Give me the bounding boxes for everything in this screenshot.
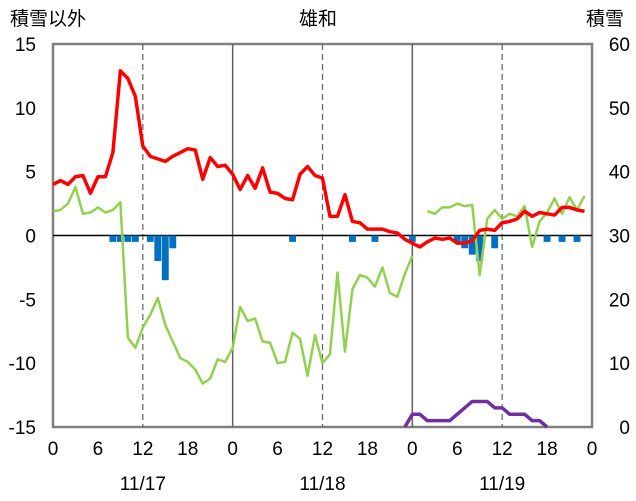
blue-bar-12: [453, 235, 461, 242]
xtick-label: 6: [452, 439, 463, 460]
grid-layer: [53, 44, 592, 427]
green-series-line-0: [52, 185, 414, 385]
blue-bar-19: [573, 235, 581, 242]
blue-bar-0: [109, 235, 117, 242]
right-ytick-label: 0: [619, 418, 630, 439]
left-ytick-label: -10: [9, 354, 36, 375]
left-ytick-label: 5: [25, 163, 36, 184]
xtick-label: 18: [177, 439, 198, 460]
blue-bar-9: [349, 235, 356, 242]
blue-bar-2: [124, 235, 132, 242]
left-ytick-label: 0: [25, 227, 36, 248]
blue-bar-6: [161, 235, 169, 281]
right-ytick-label: 20: [609, 290, 630, 311]
right-ytick-label: 60: [609, 35, 630, 56]
xtick-label: 12: [132, 439, 153, 460]
blue-bar-18: [558, 235, 566, 242]
xtick-label: 18: [357, 439, 378, 460]
blue-bar-4: [146, 235, 154, 242]
blue-bar-10: [371, 235, 379, 242]
xtick-label: 0: [407, 439, 418, 460]
right-ytick-label: 10: [609, 354, 630, 375]
blue-bar-15: [476, 235, 484, 262]
blue-bar-14: [468, 235, 476, 255]
left-ytick-label: 15: [15, 35, 36, 56]
date-label: 11/17: [120, 474, 166, 495]
blue-bar-5: [154, 235, 162, 262]
xtick-label: 12: [492, 439, 513, 460]
blue-bar-17: [543, 235, 551, 242]
blue-bar-3: [131, 235, 139, 242]
blue-bar-7: [169, 235, 177, 249]
left-ytick-label: 10: [15, 99, 36, 120]
xtick-label: 0: [587, 439, 598, 460]
lines-layer: [52, 69, 586, 429]
right-axis-label: 積雪: [586, 8, 624, 30]
right-ytick-label: 40: [609, 163, 630, 184]
red-series-line: [52, 69, 585, 249]
left-ytick-label: -15: [9, 418, 36, 439]
xtick-label: 6: [272, 439, 283, 460]
green-series-line-1: [426, 195, 586, 277]
right-ytick-label: 30: [609, 227, 630, 248]
left-ytick-label: -5: [19, 290, 36, 311]
date-label: 11/19: [479, 474, 525, 495]
xtick-label: 18: [537, 439, 558, 460]
blue-bar-11: [408, 235, 416, 242]
blue-bar-8: [289, 235, 296, 242]
xtick-label: 0: [48, 439, 59, 460]
date-label: 11/18: [299, 474, 345, 495]
right-ytick-label: 50: [609, 99, 630, 120]
xtick-label: 12: [312, 439, 333, 460]
blue-bar-1: [116, 235, 124, 242]
chart-title: 雄和: [299, 8, 337, 30]
xtick-label: 6: [93, 439, 104, 460]
xtick-label: 0: [227, 439, 238, 460]
blue-bar-16: [491, 235, 499, 249]
left-axis-label: 積雪以外: [10, 8, 86, 30]
purple-series-line-1: [403, 399, 549, 429]
